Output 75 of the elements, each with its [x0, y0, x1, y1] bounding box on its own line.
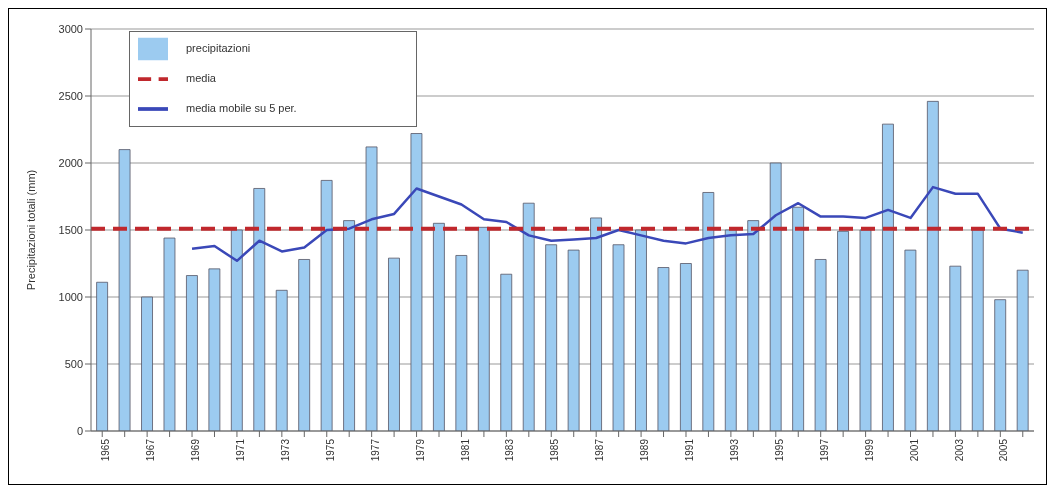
- bar: [477, 226, 490, 431]
- bar: [814, 259, 827, 431]
- bar: [612, 244, 625, 431]
- y-tick-label: 2500: [58, 89, 83, 102]
- bar: [343, 220, 355, 431]
- bar: [163, 237, 176, 431]
- bar: [522, 202, 535, 431]
- bar: [410, 133, 423, 431]
- bar: [702, 192, 715, 431]
- x-tick-label: 1997: [818, 438, 830, 462]
- bar: [141, 296, 153, 431]
- y-tick-label: 1000: [58, 290, 83, 303]
- x-tick-label: 1969: [190, 438, 202, 462]
- x-tick-label: 1989: [639, 438, 651, 462]
- bar: [679, 263, 692, 431]
- x-tick-label: 1995: [773, 438, 785, 462]
- bar: [96, 281, 109, 431]
- x-tick-label: 1993: [728, 438, 740, 462]
- bar: [208, 268, 221, 431]
- x-tick-label: 1967: [145, 438, 157, 462]
- x-tick-label: 1987: [594, 438, 606, 462]
- x-tick-label: 1971: [235, 438, 247, 462]
- legend-label: media: [186, 71, 216, 84]
- bar: [186, 275, 198, 431]
- x-tick-label: 1979: [414, 438, 426, 462]
- x-tick-label: 1965: [100, 438, 112, 462]
- x-tick-label: 2001: [908, 438, 920, 462]
- legend-label: media mobile su 5 per.: [186, 101, 297, 114]
- bar: [118, 149, 131, 431]
- y-tick-label: 500: [64, 357, 83, 370]
- bar: [724, 229, 737, 431]
- x-tick-label: 2003: [953, 438, 965, 462]
- bar: [567, 249, 580, 431]
- x-tick-label: 1977: [369, 438, 381, 462]
- x-tick-label: 1985: [549, 438, 561, 462]
- line-series: [190, 185, 1025, 263]
- bar: [792, 206, 805, 431]
- bar: [388, 257, 400, 431]
- x-tick-label: 1981: [459, 438, 471, 462]
- bar: [837, 230, 849, 431]
- bar: [971, 229, 984, 431]
- bar: [904, 249, 917, 431]
- x-tick-label: 1983: [504, 438, 516, 462]
- x-tick-label: 1973: [279, 438, 291, 462]
- bar: [545, 244, 558, 431]
- bar: [657, 267, 670, 431]
- bar: [635, 229, 647, 431]
- bar: [590, 217, 602, 431]
- y-tick-label: 2000: [58, 156, 83, 169]
- bar: [230, 229, 243, 431]
- bar: [320, 180, 333, 431]
- y-axis-title: Precipitazioni totali (mm): [24, 169, 37, 291]
- bar: [275, 289, 288, 431]
- x-tick-label: 2005: [998, 438, 1010, 462]
- bar: [769, 162, 782, 431]
- bar: [859, 229, 872, 431]
- bar: [1016, 269, 1029, 431]
- y-tick-label: 1500: [58, 223, 83, 236]
- bar: [882, 123, 894, 431]
- legend-label: precipitazioni: [186, 41, 251, 54]
- bar: [994, 299, 1007, 431]
- bar: [747, 220, 760, 431]
- y-tick-label: 0: [76, 424, 83, 437]
- bar: [433, 222, 445, 431]
- y-tick-label: 3000: [58, 22, 83, 35]
- x-tick-label: 1999: [863, 438, 875, 462]
- bar: [365, 146, 378, 431]
- x-tick-label: 1991: [684, 438, 696, 462]
- bar: [949, 265, 962, 431]
- bar: [455, 255, 468, 431]
- x-tick-label: 1975: [324, 438, 336, 462]
- bar: [500, 273, 513, 431]
- bar: [298, 259, 311, 431]
- bar: [253, 188, 266, 431]
- bar: [926, 100, 939, 431]
